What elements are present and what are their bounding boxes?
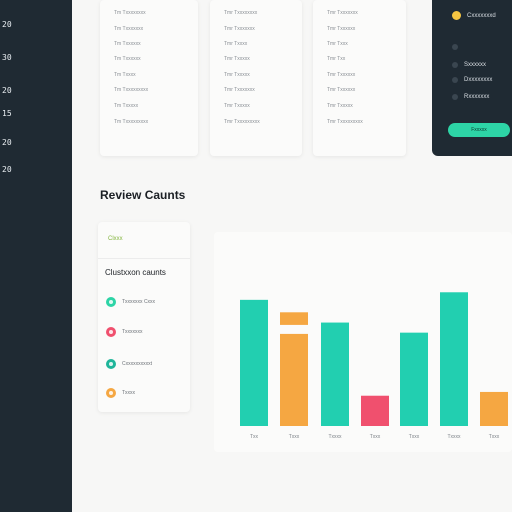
apply-filter-button[interactable]: Fxxxxx (448, 123, 510, 137)
bar-0-5[interactable] (440, 292, 468, 426)
bar-chart: Txx Txxx Txxxx Txxx Txxx Txxxx Txxx (240, 292, 508, 440)
divider (98, 258, 190, 259)
bar-1-1[interactable] (280, 333, 308, 426)
filter-panel: Cxxxxxxxd Sxxxxxx Dxxxxxxxx Rxxxxxxx Fxx… (432, 0, 512, 156)
x-tick-label: Txxx (370, 434, 381, 440)
x-tick-label: Txxxx (328, 434, 342, 440)
card-line: Tmr Txxxxx (224, 103, 250, 109)
legend-item[interactable]: Cxxxxxxxxxxt (106, 359, 152, 369)
sidebar-value: 20 (2, 20, 12, 29)
legend-item-label: Txxxxxxx (122, 329, 143, 335)
summary-card-3: Tmr Txxxxxxx Tmr Txxxxxx Tmr Txxx Tmr Txx Tm… (313, 0, 406, 156)
x-tick-label: Txxx (489, 434, 500, 440)
card-line: Tm Txxxxxx (114, 56, 141, 62)
card-line: Tmr Txxxxx (327, 103, 353, 109)
summary-card-1: Tm Txxxxxxxx Tm Txxxxxxx Tm Txxxxxx Tm Txxx… (100, 0, 198, 156)
legend-card: Clxxx Clustxxon caunts Txxxxxxx Cxxx Txx… (98, 222, 190, 412)
card-line: Tm Txxxxxxxxx (114, 119, 149, 125)
dot-icon (452, 44, 458, 50)
legend-item[interactable]: Txxxxxxx (106, 327, 143, 337)
sidebar-value: 15 (2, 109, 12, 118)
card-line: Tmr Txxxxxxxxx (224, 119, 260, 125)
card-line: Tmr Txx (327, 56, 346, 62)
bar-1-6[interactable] (480, 391, 508, 426)
legend-heading: Clustxxon caunts (105, 268, 166, 277)
card-line: Tm Txxxxx (114, 103, 139, 109)
card-line: Tmr Txxxxxxx (224, 87, 255, 93)
panel-item-5[interactable]: Rxxxxxxx (452, 94, 489, 100)
card-line: Tm Txxxxxxxx (114, 10, 146, 16)
summary-card-2: Tmr Txxxxxxxx Tmr Txxxxxxx Tmr Txxxx Tmr Tx… (210, 0, 302, 156)
card-line: Tmr Txxxx (224, 41, 248, 47)
sidebar-value: 20 (2, 86, 12, 95)
left-sidebar: 20 30 20 15 20 20 (0, 0, 72, 512)
legend-item-label: Txxxxxxx Cxxx (122, 299, 156, 305)
legend-tag[interactable]: Clxxx (108, 236, 123, 242)
card-line: Tmr Txxxxxxx (224, 26, 255, 32)
panel-item-label: Cxxxxxxxd (467, 12, 496, 19)
card-line: Tmr Txxxxx (224, 56, 250, 62)
dot-icon (452, 62, 458, 68)
panel-item-label: Sxxxxxx (464, 62, 487, 68)
legend-dot-icon (106, 359, 116, 369)
panel-item-label: Dxxxxxxxx (464, 77, 493, 83)
panel-item-2[interactable] (452, 44, 464, 50)
panel-item-1[interactable]: Cxxxxxxxd (452, 11, 496, 20)
card-line: Tmr Txxxxxx (327, 87, 356, 93)
x-tick-label: Txxxx (447, 434, 461, 440)
panel-item-4[interactable]: Dxxxxxxxx (452, 77, 492, 83)
card-line: Tmr Txxxxxx (327, 26, 356, 32)
card-line: Tmr Txxxxxxxx (224, 10, 258, 16)
legend-dot-icon (106, 388, 116, 398)
bar-extra-0[interactable] (280, 312, 308, 325)
legend-dot-icon (106, 297, 116, 307)
card-line: Tmr Txxxxx (224, 72, 250, 78)
card-line: Tm Txxxx (114, 72, 136, 78)
legend-item[interactable]: Txxxx (106, 388, 135, 398)
section-title: Review Caunts (100, 188, 186, 202)
legend-item[interactable]: Txxxxxxx Cxxx (106, 297, 155, 307)
review-counts-chart: Txx Txxx Txxxx Txxx Txxx Txxxx Txxx (214, 232, 512, 452)
sidebar-value: 30 (2, 53, 12, 62)
card-line: Tm Txxxxxxx (114, 26, 144, 32)
card-line: Tm Txxxxxxxxx (114, 87, 149, 93)
x-tick-label: Txxx (409, 434, 420, 440)
x-tick-label: Txx (250, 434, 259, 440)
x-tick-label: Txxx (289, 434, 300, 440)
bar-0-0[interactable] (240, 299, 268, 426)
legend-dot-icon (106, 327, 116, 337)
sidebar-value: 20 (2, 165, 12, 174)
sidebar-value: 20 (2, 138, 12, 147)
panel-item-3[interactable]: Sxxxxxx (452, 62, 486, 68)
bar-2-3[interactable] (361, 395, 389, 426)
legend-item-label: Txxxx (122, 390, 136, 396)
card-line: Tmr Txxxxxxx (327, 10, 358, 16)
dot-icon (452, 94, 458, 100)
card-line: Tm Txxxxxx (114, 41, 141, 47)
panel-item-label: Rxxxxxxx (464, 94, 490, 100)
active-dot-icon (452, 11, 461, 20)
dot-icon (452, 77, 458, 83)
bar-0-2[interactable] (321, 322, 349, 426)
card-line: Tmr Txxxxxxxxx (327, 119, 363, 125)
legend-item-label: Cxxxxxxxxxxt (122, 361, 152, 367)
card-line: Tmr Txxxxxx (327, 72, 356, 78)
card-line: Tmr Txxx (327, 41, 348, 47)
bar-0-4[interactable] (400, 332, 428, 426)
